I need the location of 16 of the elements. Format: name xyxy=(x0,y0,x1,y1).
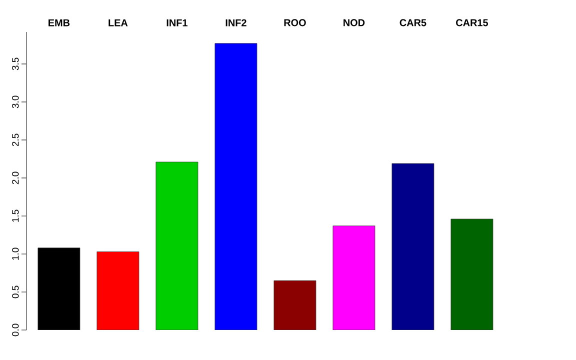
y-tick-label: 1.5 xyxy=(12,210,19,222)
y-tick-label: 0.0 xyxy=(12,324,19,336)
y-tick-label: 3.0 xyxy=(12,96,19,108)
x-tick-label: ROO xyxy=(284,19,306,26)
y-tick-label: 2.0 xyxy=(12,172,19,184)
y-tick-label: 3.5 xyxy=(12,58,19,70)
x-tick-label: CAR15 xyxy=(456,19,488,26)
x-tick-label: NOD xyxy=(344,19,365,26)
x-tick-label: EMB xyxy=(48,19,70,26)
y-tick-label: 2.5 xyxy=(12,134,19,146)
x-tick-label: CAR5 xyxy=(400,19,426,26)
y-tick-label: 1.0 xyxy=(12,248,19,260)
y-tick-label: 0.5 xyxy=(12,286,19,298)
x-tick-label: INF1 xyxy=(166,19,188,26)
x-tick-label: INF2 xyxy=(226,19,246,26)
x-tick-label: LEA xyxy=(108,19,128,26)
